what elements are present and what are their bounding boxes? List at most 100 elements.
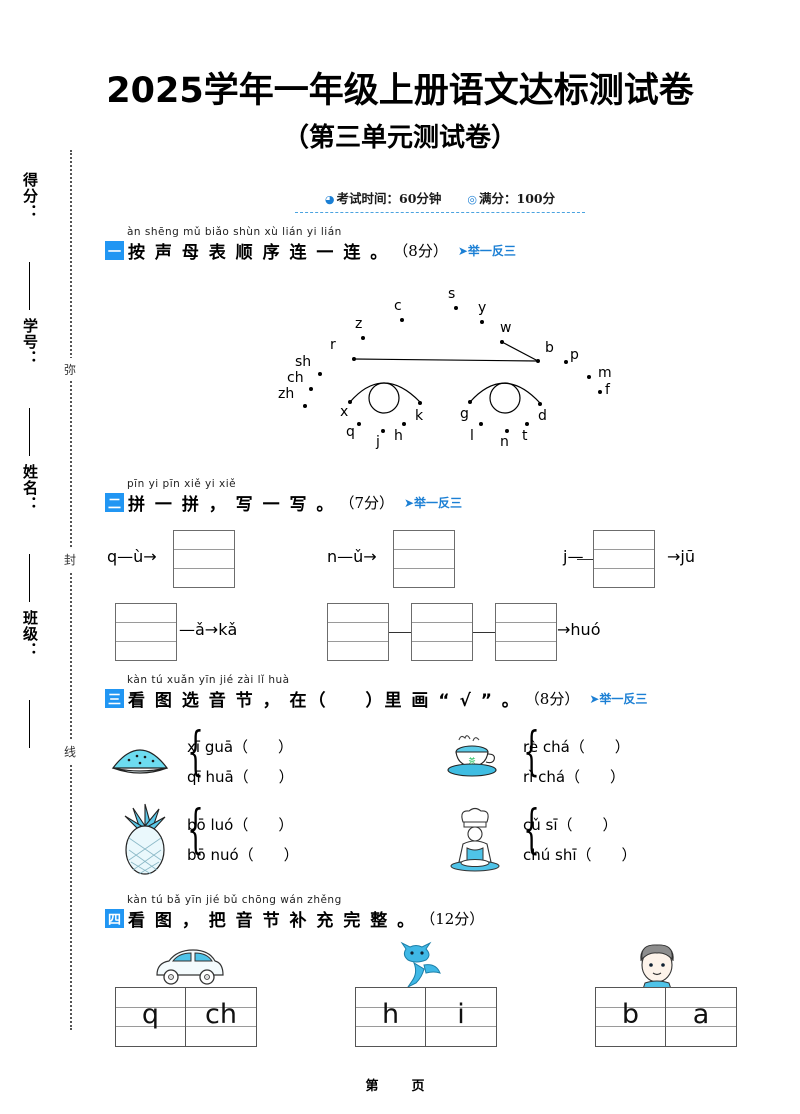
q4-grid-3-cell-2[interactable]: a bbox=[666, 988, 736, 1046]
q2-row1c-result: →jū bbox=[667, 547, 695, 566]
letter-dot-s[interactable] bbox=[454, 306, 458, 310]
car-icon bbox=[156, 949, 224, 985]
q2-row1a-box[interactable] bbox=[173, 530, 235, 588]
letter-dot-k[interactable] bbox=[418, 401, 422, 405]
q4-grid-1-cell-2[interactable]: ch bbox=[186, 988, 256, 1046]
letter-label-zh: zh bbox=[278, 386, 295, 402]
letter-label-f: f bbox=[605, 382, 610, 398]
q3-brace-1: { bbox=[187, 722, 204, 782]
letter-dot-b[interactable] bbox=[536, 359, 540, 363]
letter-dot-sh[interactable] bbox=[318, 372, 322, 376]
q2-row2a-box[interactable] bbox=[115, 603, 177, 661]
q2-row1c-connector bbox=[577, 559, 593, 560]
q3-option-2b[interactable]: rì chá（ ） bbox=[523, 768, 626, 786]
sidebar-rule-studentid bbox=[29, 408, 30, 456]
letter-dot-w[interactable] bbox=[500, 340, 504, 344]
letter-dot-r[interactable] bbox=[352, 357, 356, 361]
section-2-pinyin: pīn yi pīn xiě yi xiě bbox=[127, 478, 237, 490]
section-4-score: （12分） bbox=[420, 910, 485, 928]
q2-row2b-box-1[interactable] bbox=[327, 603, 389, 661]
line-r-to-b bbox=[353, 358, 539, 362]
section-4-pinyin: kàn tú bǎ yīn jié bǔ chōng wán zhěng bbox=[127, 894, 342, 906]
letter-dot-c[interactable] bbox=[400, 318, 404, 322]
letter-dot-f[interactable] bbox=[598, 390, 602, 394]
q3-option-4b[interactable]: chú shī（ ） bbox=[523, 846, 637, 864]
letter-label-w: w bbox=[500, 320, 512, 336]
q3-option-4a[interactable]: cǔ sī（ ） bbox=[523, 816, 618, 834]
q3-option-1b[interactable]: qī huā（ ） bbox=[187, 768, 294, 786]
exam-info-bar: ◕ 考试时间：60分钟 ◎ 满分：100分 bbox=[295, 188, 585, 213]
seal-char-3: 线 bbox=[62, 740, 78, 763]
letter-dot-ch[interactable] bbox=[309, 387, 313, 391]
section-3-title-row: 三 看 图 选 音 节 ， 在（ ）里 画 “ √ ” 。 （8分） ➤举一反三 bbox=[105, 686, 647, 711]
q4-grid-2[interactable]: h i bbox=[355, 987, 497, 1047]
page-subtitle: （第三单元测试卷） bbox=[282, 123, 517, 153]
q2-row1c-prompt: j— bbox=[563, 547, 584, 566]
section-2-title-row: 二 拼 一 拼 ， 写 一 写 。 （7分） ➤举一反三 bbox=[105, 490, 462, 515]
section-3-pinyin: kàn tú xuǎn yīn jié zài lǐ huà bbox=[127, 674, 290, 686]
letter-dot-q[interactable] bbox=[357, 422, 361, 426]
letter-dot-d[interactable] bbox=[538, 402, 542, 406]
letter-label-t: t bbox=[522, 428, 528, 444]
pineapple-icon bbox=[124, 803, 166, 875]
letter-label-d: d bbox=[538, 408, 547, 424]
chef-icon bbox=[450, 807, 500, 872]
q4-grid-3-cell-1[interactable]: b bbox=[596, 988, 666, 1046]
q4-grid-3[interactable]: b a bbox=[595, 987, 737, 1047]
letter-dot-j[interactable] bbox=[381, 429, 385, 433]
letter-dot-t[interactable] bbox=[525, 422, 529, 426]
letter-label-c: c bbox=[394, 298, 402, 314]
q2-row1c-box[interactable] bbox=[593, 530, 655, 588]
q2-row2b-result: →huó bbox=[557, 620, 601, 639]
section-1-pinyin: àn shēng mǔ biǎo shùn xù lián yi lián bbox=[127, 226, 342, 238]
q4-grid-1[interactable]: q ch bbox=[115, 987, 257, 1047]
svg-text:茶: 茶 bbox=[469, 756, 476, 765]
q3-picture-choices: { xī guā（ ） qī huā（ ） 茶 { rè chá（ ） rì c… bbox=[105, 726, 745, 885]
section-1-badge: 一 bbox=[105, 241, 124, 260]
letter-dot-l[interactable] bbox=[479, 422, 483, 426]
exam-total-label: 满分：100分 bbox=[479, 191, 556, 206]
circle-right bbox=[489, 382, 521, 414]
seal-char-2: 封 bbox=[62, 548, 78, 571]
exam-time-label: 考试时间：60分钟 bbox=[336, 191, 442, 206]
q3-option-2a[interactable]: rè chá（ ） bbox=[523, 738, 630, 756]
section-1-heading: àn shēng mǔ biǎo shùn xù lián yi lián 一 … bbox=[105, 226, 516, 263]
letter-dot-x[interactable] bbox=[348, 400, 352, 404]
q3-option-3b[interactable]: bō nuó（ ） bbox=[187, 846, 299, 864]
letter-connect-diagram[interactable]: s c y z w r b p sh m ch f zh x k g d q j h l n t bbox=[260, 282, 660, 462]
check-circle-icon: ◎ bbox=[467, 193, 478, 206]
sidebar-rule-name bbox=[29, 554, 30, 602]
letter-label-sh: sh bbox=[295, 354, 312, 370]
q2-row1b-box[interactable] bbox=[393, 530, 455, 588]
section-3-title: 看 图 选 音 节 ， 在（ ）里 画 “ √ ” 。 bbox=[128, 691, 521, 711]
letter-label-x: x bbox=[340, 404, 349, 420]
cat-icon bbox=[400, 941, 441, 989]
boy-icon bbox=[640, 944, 674, 990]
q2-row1a-prompt: q—ù→ bbox=[107, 547, 157, 566]
teacup-icon: 茶 bbox=[447, 735, 497, 777]
sidebar-label-class: 班级： bbox=[21, 610, 39, 658]
letter-dot-m[interactable] bbox=[587, 375, 591, 379]
q3-option-3a[interactable]: bō luó（ ） bbox=[187, 816, 294, 834]
q4-grid-1-cell-1[interactable]: q bbox=[116, 988, 186, 1046]
letter-dot-h[interactable] bbox=[402, 422, 406, 426]
q2-row2b-box-2[interactable] bbox=[411, 603, 473, 661]
letter-label-p: p bbox=[570, 347, 579, 363]
watermelon-icon bbox=[111, 749, 169, 774]
q2-row2b-box-3[interactable] bbox=[495, 603, 557, 661]
section-3-tag: ➤举一反三 bbox=[589, 692, 648, 706]
letter-dot-p[interactable] bbox=[564, 360, 568, 364]
letter-dot-g[interactable] bbox=[468, 400, 472, 404]
exam-total-item: ◎ 满分：100分 bbox=[467, 188, 555, 207]
letter-dot-n[interactable] bbox=[505, 429, 509, 433]
section-4-title: 看 图 ， 把 音 节 补 充 完 整 。 bbox=[128, 911, 417, 931]
q3-brace-4: { bbox=[523, 800, 540, 860]
letter-dot-zh[interactable] bbox=[303, 404, 307, 408]
letter-dot-y[interactable] bbox=[480, 320, 484, 324]
q3-option-1a[interactable]: xī guā（ ） bbox=[187, 738, 294, 756]
q4-grid-2-cell-1[interactable]: h bbox=[356, 988, 426, 1046]
clock-icon: ◕ bbox=[324, 193, 335, 206]
letter-dot-z[interactable] bbox=[361, 336, 365, 340]
sidebar-label-name: 姓名： bbox=[21, 464, 39, 512]
q4-grid-2-cell-2[interactable]: i bbox=[426, 988, 496, 1046]
